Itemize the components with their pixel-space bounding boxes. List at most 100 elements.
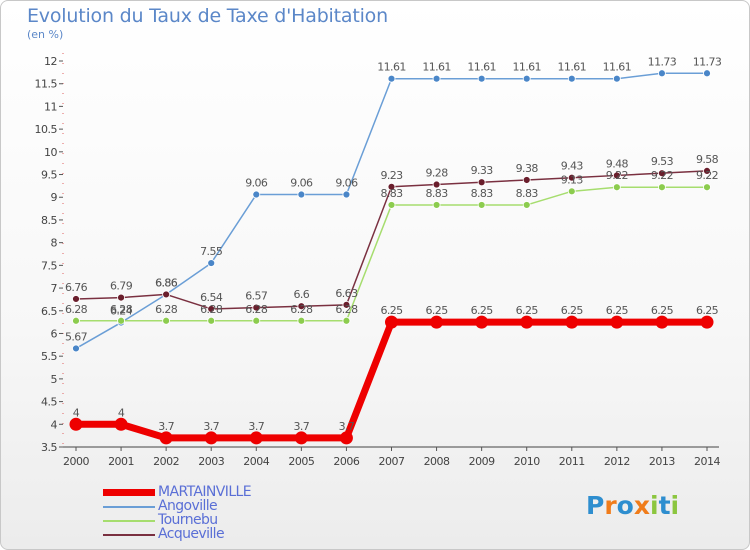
data-point-martainville [339,431,353,445]
data-label: 8.83 [380,187,403,200]
data-label: 9.43 [561,160,584,173]
x-tick-label: 2000 [63,455,89,468]
y-tick-label: 9.5 [41,169,57,182]
data-label: 6.25 [380,304,403,317]
y-tick-label: 7.5 [41,259,57,272]
data-label: 9.58 [696,153,719,166]
data-label: 7.55 [200,245,223,258]
data-point-martainville [69,417,83,431]
data-label: 8.83 [471,187,494,200]
y-tick-label: 4.5 [41,396,57,409]
data-label: 4 [118,406,125,419]
data-point-acqueville [567,173,576,182]
data-label: 11.61 [467,61,496,74]
data-point-angoville [207,259,216,267]
chart-title: Evolution du Taux de Taxe d'Habitation [27,5,388,27]
data-point-acqueville [207,305,216,313]
data-point-tournebu [612,183,621,192]
data-label: 4 [73,406,80,419]
data-point-tournebu [567,187,576,196]
data-label: 11.61 [603,61,632,74]
data-point-acqueville [658,169,666,178]
data-label: 6.28 [110,303,133,316]
logo-letter: t [658,491,671,520]
data-point-tournebu [387,201,396,209]
data-point-martainville [249,431,263,445]
data-point-angoville [658,69,666,78]
data-label: 3.7 [339,420,355,433]
data-point-tournebu [252,316,261,325]
data-point-martainville [610,315,624,329]
data-label: 6.28 [155,303,178,316]
data-label: 6.57 [245,290,268,303]
x-tick-label: 2005 [288,455,314,468]
data-label: 6.25 [516,304,539,317]
data-point-tournebu [207,316,216,325]
data-point-tournebu [477,201,486,209]
legend-swatch [103,489,155,496]
data-point-angoville [522,74,531,83]
data-point-angoville [387,74,396,83]
y-tick-label: 12 [44,55,57,68]
data-point-angoville [297,190,306,199]
x-tick-label: 2012 [604,455,630,468]
data-label: 11.61 [422,61,451,74]
data-label: 3.7 [158,420,174,433]
legend-label: Angoville [158,498,218,514]
data-label: 3.7 [203,420,219,433]
data-point-tournebu [703,183,711,192]
data-label: 9.53 [651,155,674,168]
data-label: 9.22 [696,169,718,182]
data-point-angoville [612,74,621,83]
data-label: 6.25 [606,304,629,317]
proxiti-logo: Proxiti [586,491,679,520]
data-label: 9.48 [606,157,629,170]
logo-letter: r [604,491,617,520]
data-label: 9.38 [516,162,539,175]
x-tick-label: 2004 [243,455,269,468]
x-tick-label: 2002 [153,455,179,468]
data-label: 6.28 [290,303,313,316]
data-point-angoville [567,74,576,83]
data-label: 3.7 [294,420,310,433]
data-label: 6.76 [65,281,88,294]
data-point-tournebu [658,183,666,192]
data-label: 6.28 [200,303,223,316]
data-point-martainville [655,315,669,329]
legend-label: Tournebu [158,512,218,528]
data-label: 8.83 [516,187,539,200]
data-point-martainville [430,315,444,329]
data-label: 8.83 [426,187,449,200]
data-point-martainville [520,315,534,329]
data-label: 6.6 [294,288,310,301]
data-point-martainville [475,315,489,329]
legend-swatch [103,534,155,536]
data-point-angoville [342,190,351,199]
data-point-acqueville [387,182,396,191]
data-point-acqueville [297,302,306,311]
x-tick-label: 2006 [333,455,359,468]
data-point-acqueville [477,178,486,187]
data-label: 6.28 [335,303,358,316]
data-point-angoville [252,190,261,199]
y-tick-label: 8.5 [41,214,57,227]
data-point-tournebu [342,316,351,325]
data-point-angoville [703,69,711,78]
y-tick-label: 7 [51,282,58,295]
y-tick-label: 3.5 [41,441,57,454]
legend-label: Acqueville [158,526,225,542]
data-label: 9.28 [426,167,449,180]
data-label: 6.86 [155,276,178,289]
legend-swatch [103,506,155,508]
data-point-martainville [565,315,579,329]
data-point-acqueville [612,171,621,180]
data-label: 9.22 [606,169,628,182]
data-point-martainville [700,315,714,329]
data-label: 9.23 [380,169,403,182]
data-label: 6.86 [155,276,178,289]
y-tick-label: 8 [51,237,58,250]
y-tick-label: 6.5 [41,305,57,318]
logo-letter: i [650,491,659,520]
x-tick-label: 2011 [559,455,585,468]
